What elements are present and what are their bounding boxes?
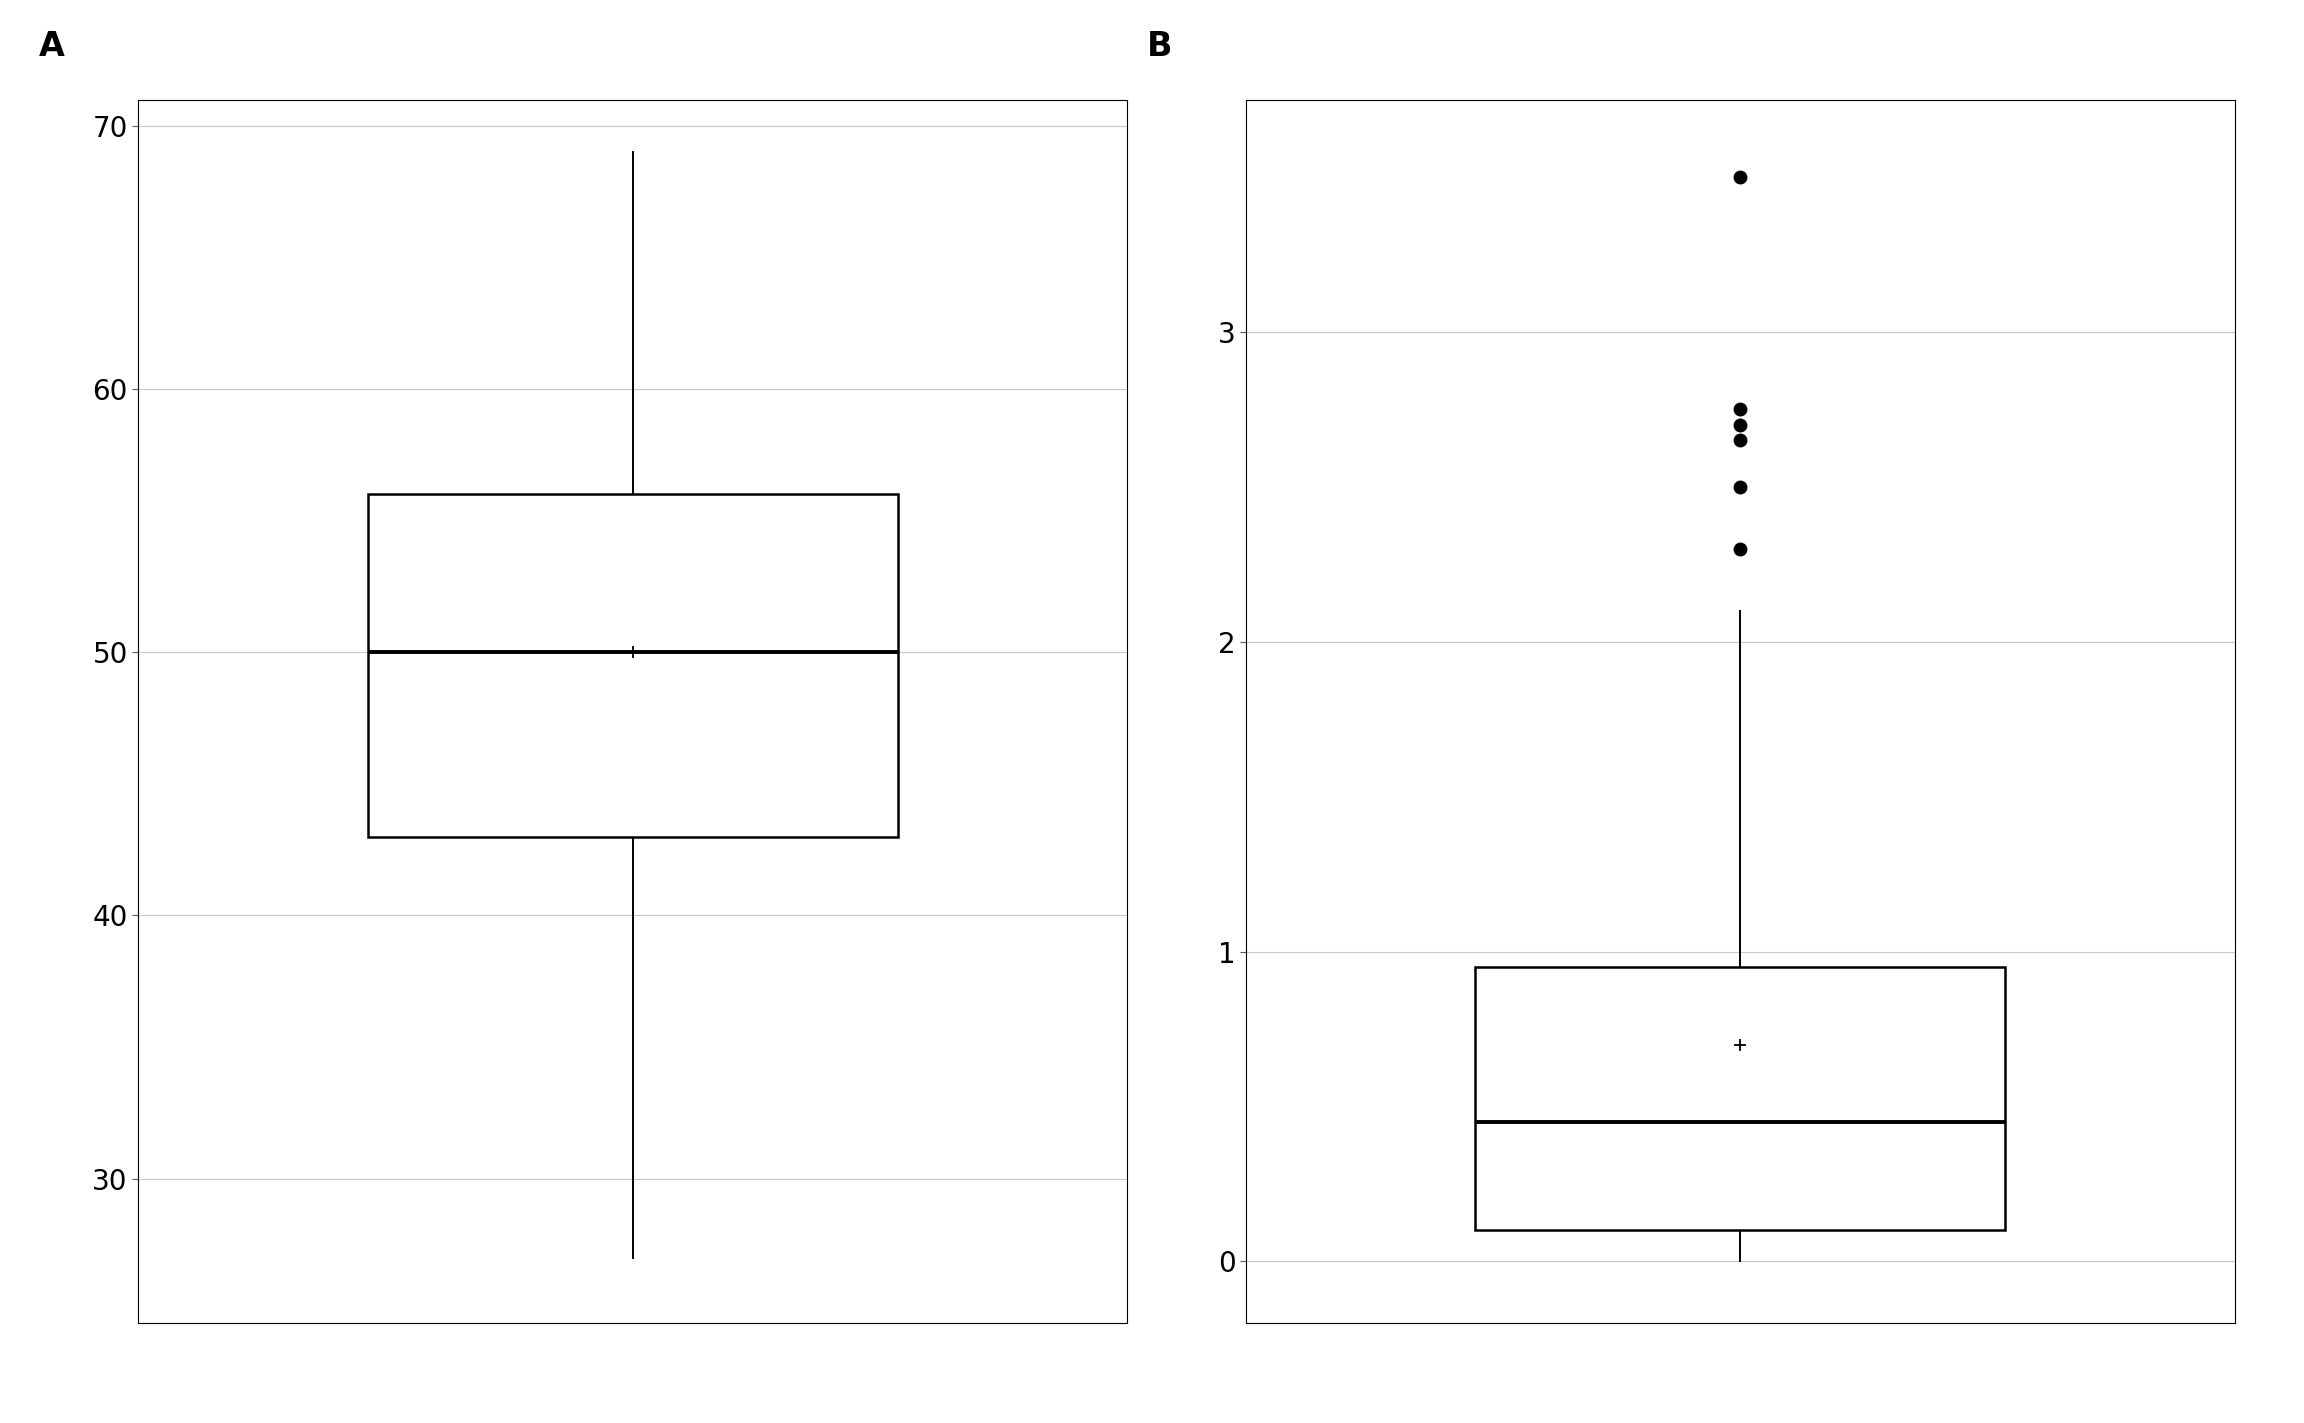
Bar xyxy=(1475,968,2004,1231)
Text: B: B xyxy=(1147,30,1173,63)
Text: A: A xyxy=(39,30,65,63)
Bar xyxy=(369,494,899,837)
